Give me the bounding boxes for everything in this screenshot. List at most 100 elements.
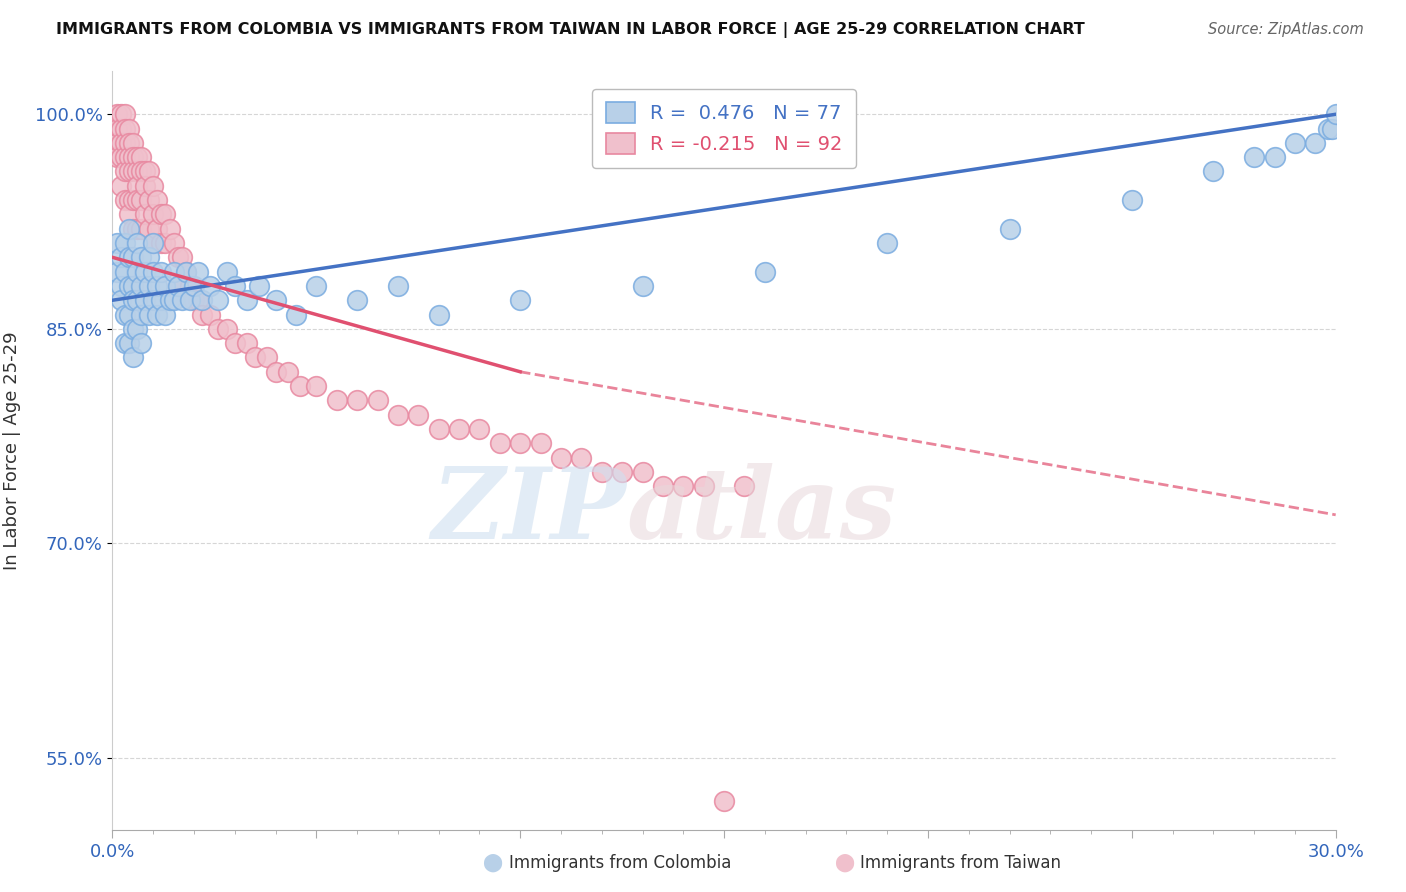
Point [114, 265, 136, 279]
Point [631, 465, 654, 479]
Point [366, 393, 388, 408]
Point [224, 279, 246, 293]
Point [591, 465, 613, 479]
Point [155, 308, 177, 322]
Point [129, 150, 152, 164]
Point [146, 308, 169, 322]
Point [138, 164, 160, 178]
Point [118, 136, 141, 150]
Point [125, 265, 148, 279]
Point [129, 336, 152, 351]
Point [110, 279, 132, 293]
Point [122, 250, 145, 264]
Point [200, 308, 222, 322]
Point [125, 293, 148, 308]
Point [138, 221, 160, 235]
Point [693, 479, 716, 493]
Point [146, 193, 169, 207]
Point [125, 221, 148, 235]
Point [118, 121, 141, 136]
Point [118, 250, 141, 264]
Point [105, 121, 128, 136]
Point [288, 379, 311, 393]
Point [134, 207, 156, 221]
Point [163, 265, 186, 279]
Point [138, 250, 160, 264]
Point [122, 164, 145, 178]
Point [191, 293, 214, 308]
Point [468, 422, 491, 436]
Point [155, 207, 177, 221]
Point [191, 308, 214, 322]
Point [200, 279, 222, 293]
Point [187, 293, 209, 308]
Point [129, 193, 152, 207]
Point [1324, 107, 1347, 121]
Point [138, 193, 160, 207]
Point [125, 235, 148, 250]
Point [277, 365, 299, 379]
Point [134, 265, 156, 279]
Point [166, 279, 188, 293]
Point [876, 235, 898, 250]
Point [118, 150, 141, 164]
Point [134, 164, 156, 178]
Point [509, 293, 531, 308]
Point [427, 308, 450, 322]
Point [447, 422, 470, 436]
Point [155, 279, 177, 293]
Point [110, 178, 132, 193]
Point [571, 450, 593, 465]
Point [122, 322, 145, 336]
Point [998, 221, 1021, 235]
Point [256, 351, 278, 365]
Point [125, 193, 148, 207]
Point [529, 436, 551, 450]
Point [183, 293, 205, 308]
Point [734, 479, 756, 493]
Point [114, 336, 136, 351]
Point [142, 265, 165, 279]
Point [142, 235, 165, 250]
Point [284, 308, 308, 322]
Point [129, 308, 152, 322]
Point [207, 322, 229, 336]
Point [118, 164, 141, 178]
Point [264, 293, 287, 308]
Point [155, 235, 177, 250]
Point [118, 207, 141, 221]
Point [129, 279, 152, 293]
Point [247, 279, 270, 293]
Point [264, 365, 287, 379]
Point [125, 150, 148, 164]
Point [122, 293, 145, 308]
Text: ⬤: ⬤ [834, 854, 853, 872]
Point [110, 150, 132, 164]
Point [129, 164, 152, 178]
Point [346, 393, 368, 408]
Point [1284, 136, 1306, 150]
Point [125, 164, 148, 178]
Point [305, 379, 328, 393]
Point [118, 279, 141, 293]
Point [114, 164, 136, 178]
Point [163, 235, 186, 250]
Point [110, 107, 132, 121]
Point [150, 265, 173, 279]
Point [114, 121, 136, 136]
Point [1202, 164, 1225, 178]
Point [610, 465, 633, 479]
Point [163, 293, 186, 308]
Point [122, 221, 145, 235]
Point [1320, 121, 1343, 136]
Point [114, 235, 136, 250]
Point [631, 279, 654, 293]
Point [105, 235, 128, 250]
Point [387, 279, 409, 293]
Point [146, 221, 169, 235]
Point [105, 107, 128, 121]
Point [150, 293, 173, 308]
Point [1264, 150, 1286, 164]
Point [125, 178, 148, 193]
Point [713, 794, 735, 808]
